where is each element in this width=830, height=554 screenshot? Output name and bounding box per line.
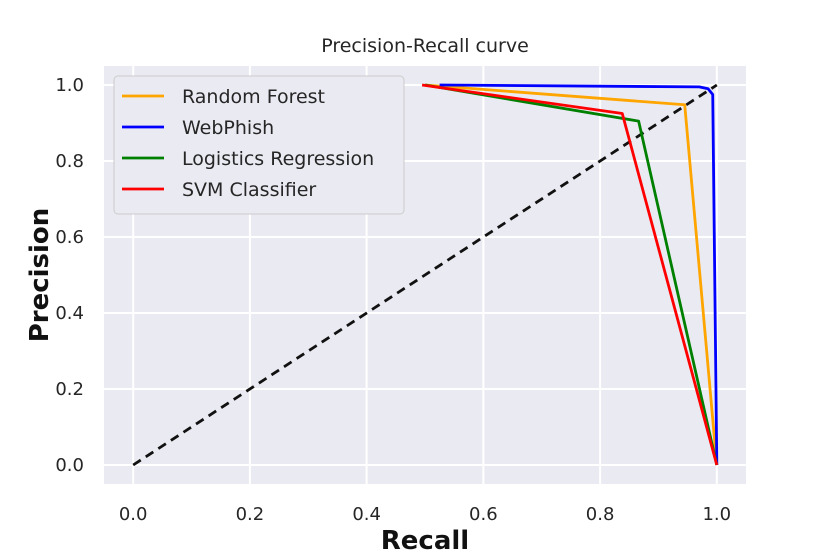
y-tick-labels: 0.0 0.2 0.4 0.6 0.8 1.0 — [55, 75, 84, 476]
series-line-random-forest — [424, 83, 719, 466]
series-line-svm-classifier — [421, 83, 719, 466]
x-tick-label: 0.2 — [236, 504, 265, 525]
reference-diagonal-line — [132, 83, 718, 467]
series-group — [421, 83, 719, 466]
chart-title: Precision-Recall curve — [321, 35, 529, 57]
x-tick-label: 0.0 — [119, 504, 148, 525]
x-tick-label: 0.4 — [352, 504, 381, 525]
x-tick-label: 0.6 — [469, 504, 498, 525]
legend-label-webphish: WebPhish — [182, 117, 274, 139]
y-tick-label: 0.0 — [55, 455, 84, 476]
y-tick-label: 1.0 — [55, 75, 84, 96]
legend-label-random-forest: Random Forest — [182, 86, 325, 108]
legend-label-svm-classifier: SVM Classifier — [182, 179, 316, 201]
x-tick-labels: 0.0 0.2 0.4 0.6 0.8 1.0 — [119, 504, 731, 525]
x-tick-label: 1.0 — [702, 504, 731, 525]
y-axis-label: Precision — [25, 208, 55, 343]
x-tick-label: 0.8 — [586, 504, 615, 525]
legend-box — [113, 75, 405, 215]
y-tick-label: 0.6 — [55, 227, 84, 248]
y-tick-label: 0.8 — [55, 151, 84, 172]
y-tick-label: 0.2 — [55, 379, 84, 400]
series-line-webphish — [439, 83, 719, 466]
y-tick-label: 0.4 — [55, 303, 84, 324]
x-axis-label: Recall — [381, 526, 469, 554]
reference-line-group — [132, 83, 718, 467]
series-line-logistics-regression — [424, 83, 719, 466]
legend-label-logistics-regression: Logistics Regression — [182, 148, 374, 170]
legend: Random Forest WebPhish Logistics Regressio… — [113, 75, 405, 215]
